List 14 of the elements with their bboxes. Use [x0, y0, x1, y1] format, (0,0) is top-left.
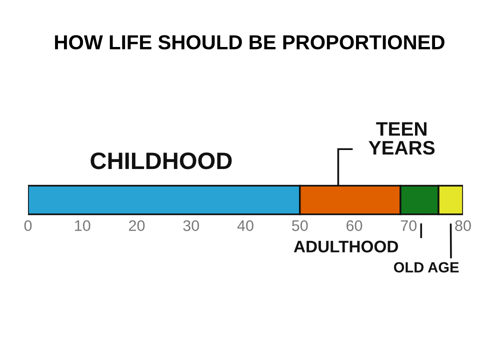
x-tick-label: 40 — [237, 220, 254, 232]
x-tick-label: 20 — [129, 220, 145, 232]
legend-label: OLD AGE — [394, 262, 459, 272]
x-tick-label: 50 — [292, 220, 308, 232]
x-tick-label: 60 — [346, 220, 362, 232]
x-tick-label: 0 — [24, 220, 32, 232]
x-tick-label: 30 — [183, 220, 200, 232]
series-label: ADULTHOOD — [294, 240, 398, 252]
x-tick-label: 70 — [400, 220, 417, 232]
series-label: CHILDHOOD — [90, 152, 232, 170]
chart-title: HOW LIFE SHOULD BE PROPORTIONED — [55, 35, 444, 50]
x-tick-label: 10 — [75, 220, 90, 232]
series-label: TEEN YEARS — [368, 122, 435, 155]
x-tick-label: 80 — [455, 220, 471, 232]
